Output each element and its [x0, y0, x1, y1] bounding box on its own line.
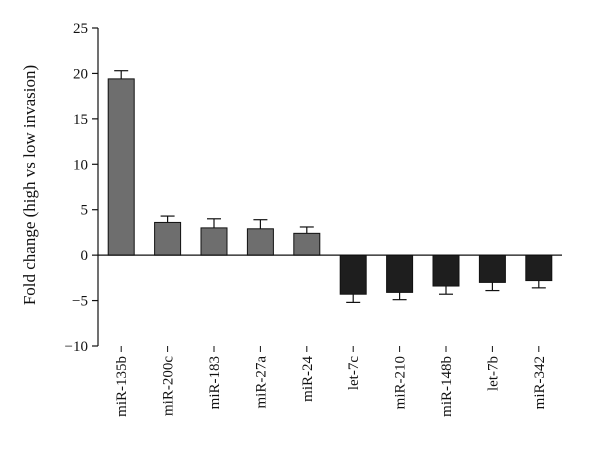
bar-mir-183 [200, 227, 228, 256]
x-tick-label: miR-148b [439, 356, 455, 417]
y-tick-label: 0 [81, 248, 89, 264]
bar-let-7c [339, 254, 367, 295]
y-tick-label: −5 [72, 294, 88, 310]
x-tick-label: let-7b [485, 356, 501, 391]
y-tick-label: 20 [73, 66, 88, 82]
bar-mir-27a [246, 228, 274, 256]
x-ticks-group: miR-135b miR-200c miR-183 miR-27a miR-24 let-… [114, 346, 548, 417]
bar-mir-342 [525, 254, 553, 282]
x-tick-label: miR-342 [532, 356, 548, 409]
bar-mir-24 [293, 232, 321, 256]
y-tick-label: 10 [73, 157, 88, 173]
error-bars-group [114, 70, 546, 303]
bar-mir-135b [107, 78, 135, 256]
y-ticks-group: 25 20 15 10 5 0 −5 −10 [65, 21, 98, 355]
y-axis-label: Fold change (high vs low invasion) [20, 64, 39, 306]
bar-mir-200c [154, 221, 182, 256]
x-tick-label: miR-210 [393, 356, 409, 409]
x-tick-label: miR-183 [207, 356, 223, 409]
bar-mir-210 [386, 254, 414, 293]
y-tick-label: 25 [73, 21, 88, 37]
y-tick-label: 5 [81, 203, 89, 219]
axes-group [97, 28, 562, 346]
bar-let-7b [478, 254, 506, 283]
y-tick-label: 15 [73, 112, 88, 128]
x-tick-label: miR-24 [300, 356, 316, 402]
x-tick-label: miR-135b [114, 356, 130, 417]
x-tick-label: miR-200c [161, 356, 177, 416]
x-tick-label: miR-27a [253, 356, 269, 409]
x-tick-label: let-7c [346, 356, 362, 390]
bars-group [107, 78, 553, 295]
bar-mir-148b [432, 254, 460, 287]
y-tick-label: −10 [65, 339, 88, 355]
